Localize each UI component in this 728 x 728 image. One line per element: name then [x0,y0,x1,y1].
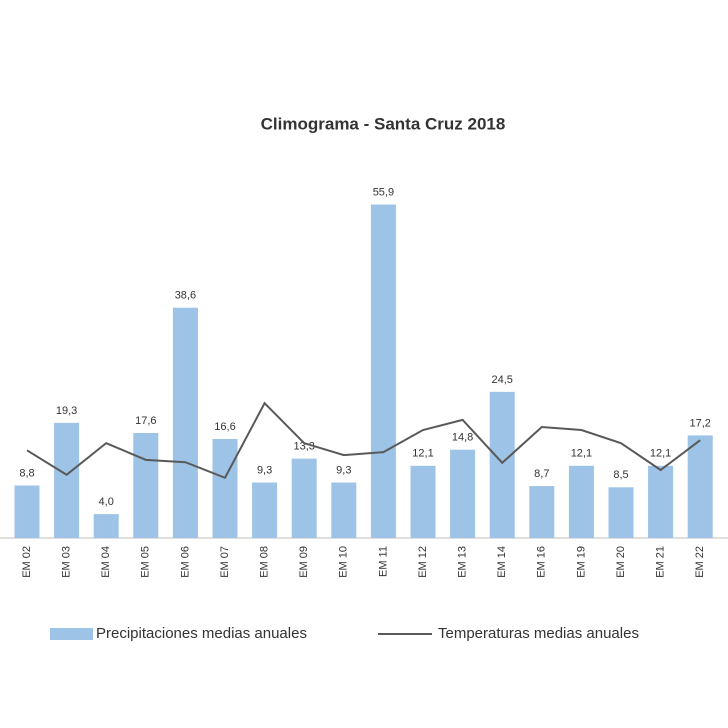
bar [252,482,278,538]
x-tick-label: EM 08 [259,546,271,578]
data-label: 8,7 [534,468,549,480]
data-label: 17,2 [689,417,710,429]
legend-swatch [50,628,93,640]
legend-label: Precipitaciones medias anuales [96,625,307,642]
data-label: 8,8 [19,467,34,479]
bar [529,486,555,538]
line [26,401,701,480]
data-label: 16,6 [214,421,235,433]
bar [54,422,80,538]
data-label: 13,3 [293,441,314,453]
x-tick-label: EM 19 [575,546,587,578]
data-label: 55,9 [373,186,394,198]
x-tick-label: EM 05 [140,546,152,578]
bar [93,514,119,538]
x-tick-label: EM 14 [496,546,508,578]
data-label: 12,1 [412,448,433,460]
data-label: 8,5 [613,469,628,481]
bar [410,465,436,538]
bar [133,433,159,538]
bar [212,438,238,538]
x-tick-label: EM 21 [655,546,667,578]
bar [370,204,396,538]
bar [331,482,357,538]
bar [450,449,476,538]
x-tick-label: EM 09 [298,546,310,578]
x-tick-label: EM 06 [179,546,191,578]
x-tick-label: EM 02 [21,546,33,578]
x-tick-label: EM 11 [377,546,389,577]
bar [608,487,634,538]
bar [648,465,674,538]
x-tick-label: EM 16 [536,546,548,578]
legend-label: Temperaturas medias anuales [438,625,639,642]
bar [489,391,515,538]
bar [687,435,713,538]
chart-title: Climograma - Santa Cruz 2018 [261,114,506,133]
data-label: 19,3 [56,405,77,417]
bar [14,485,40,538]
x-tick-label: EM 13 [457,546,469,578]
bar [568,465,594,538]
data-label: 24,5 [491,374,512,386]
x-tick-label: EM 03 [61,546,73,578]
data-label: 38,6 [175,290,196,302]
x-tick-label: EM 20 [615,546,627,578]
x-tick-label: EM 04 [100,546,112,578]
x-tick-label: EM 12 [417,546,429,578]
data-label: 4,0 [99,496,114,508]
bar [291,458,317,538]
data-label: 17,6 [135,415,156,427]
data-label: 9,3 [257,464,272,476]
data-label: 12,1 [571,448,592,460]
data-label: 9,3 [336,464,351,476]
x-tick-label: EM 10 [338,546,350,578]
x-tick-label: EM 22 [694,546,706,578]
x-tick-label: EM 07 [219,546,231,578]
data-label: 14,8 [452,432,473,444]
bar [172,307,198,538]
data-label: 12,1 [650,448,671,460]
